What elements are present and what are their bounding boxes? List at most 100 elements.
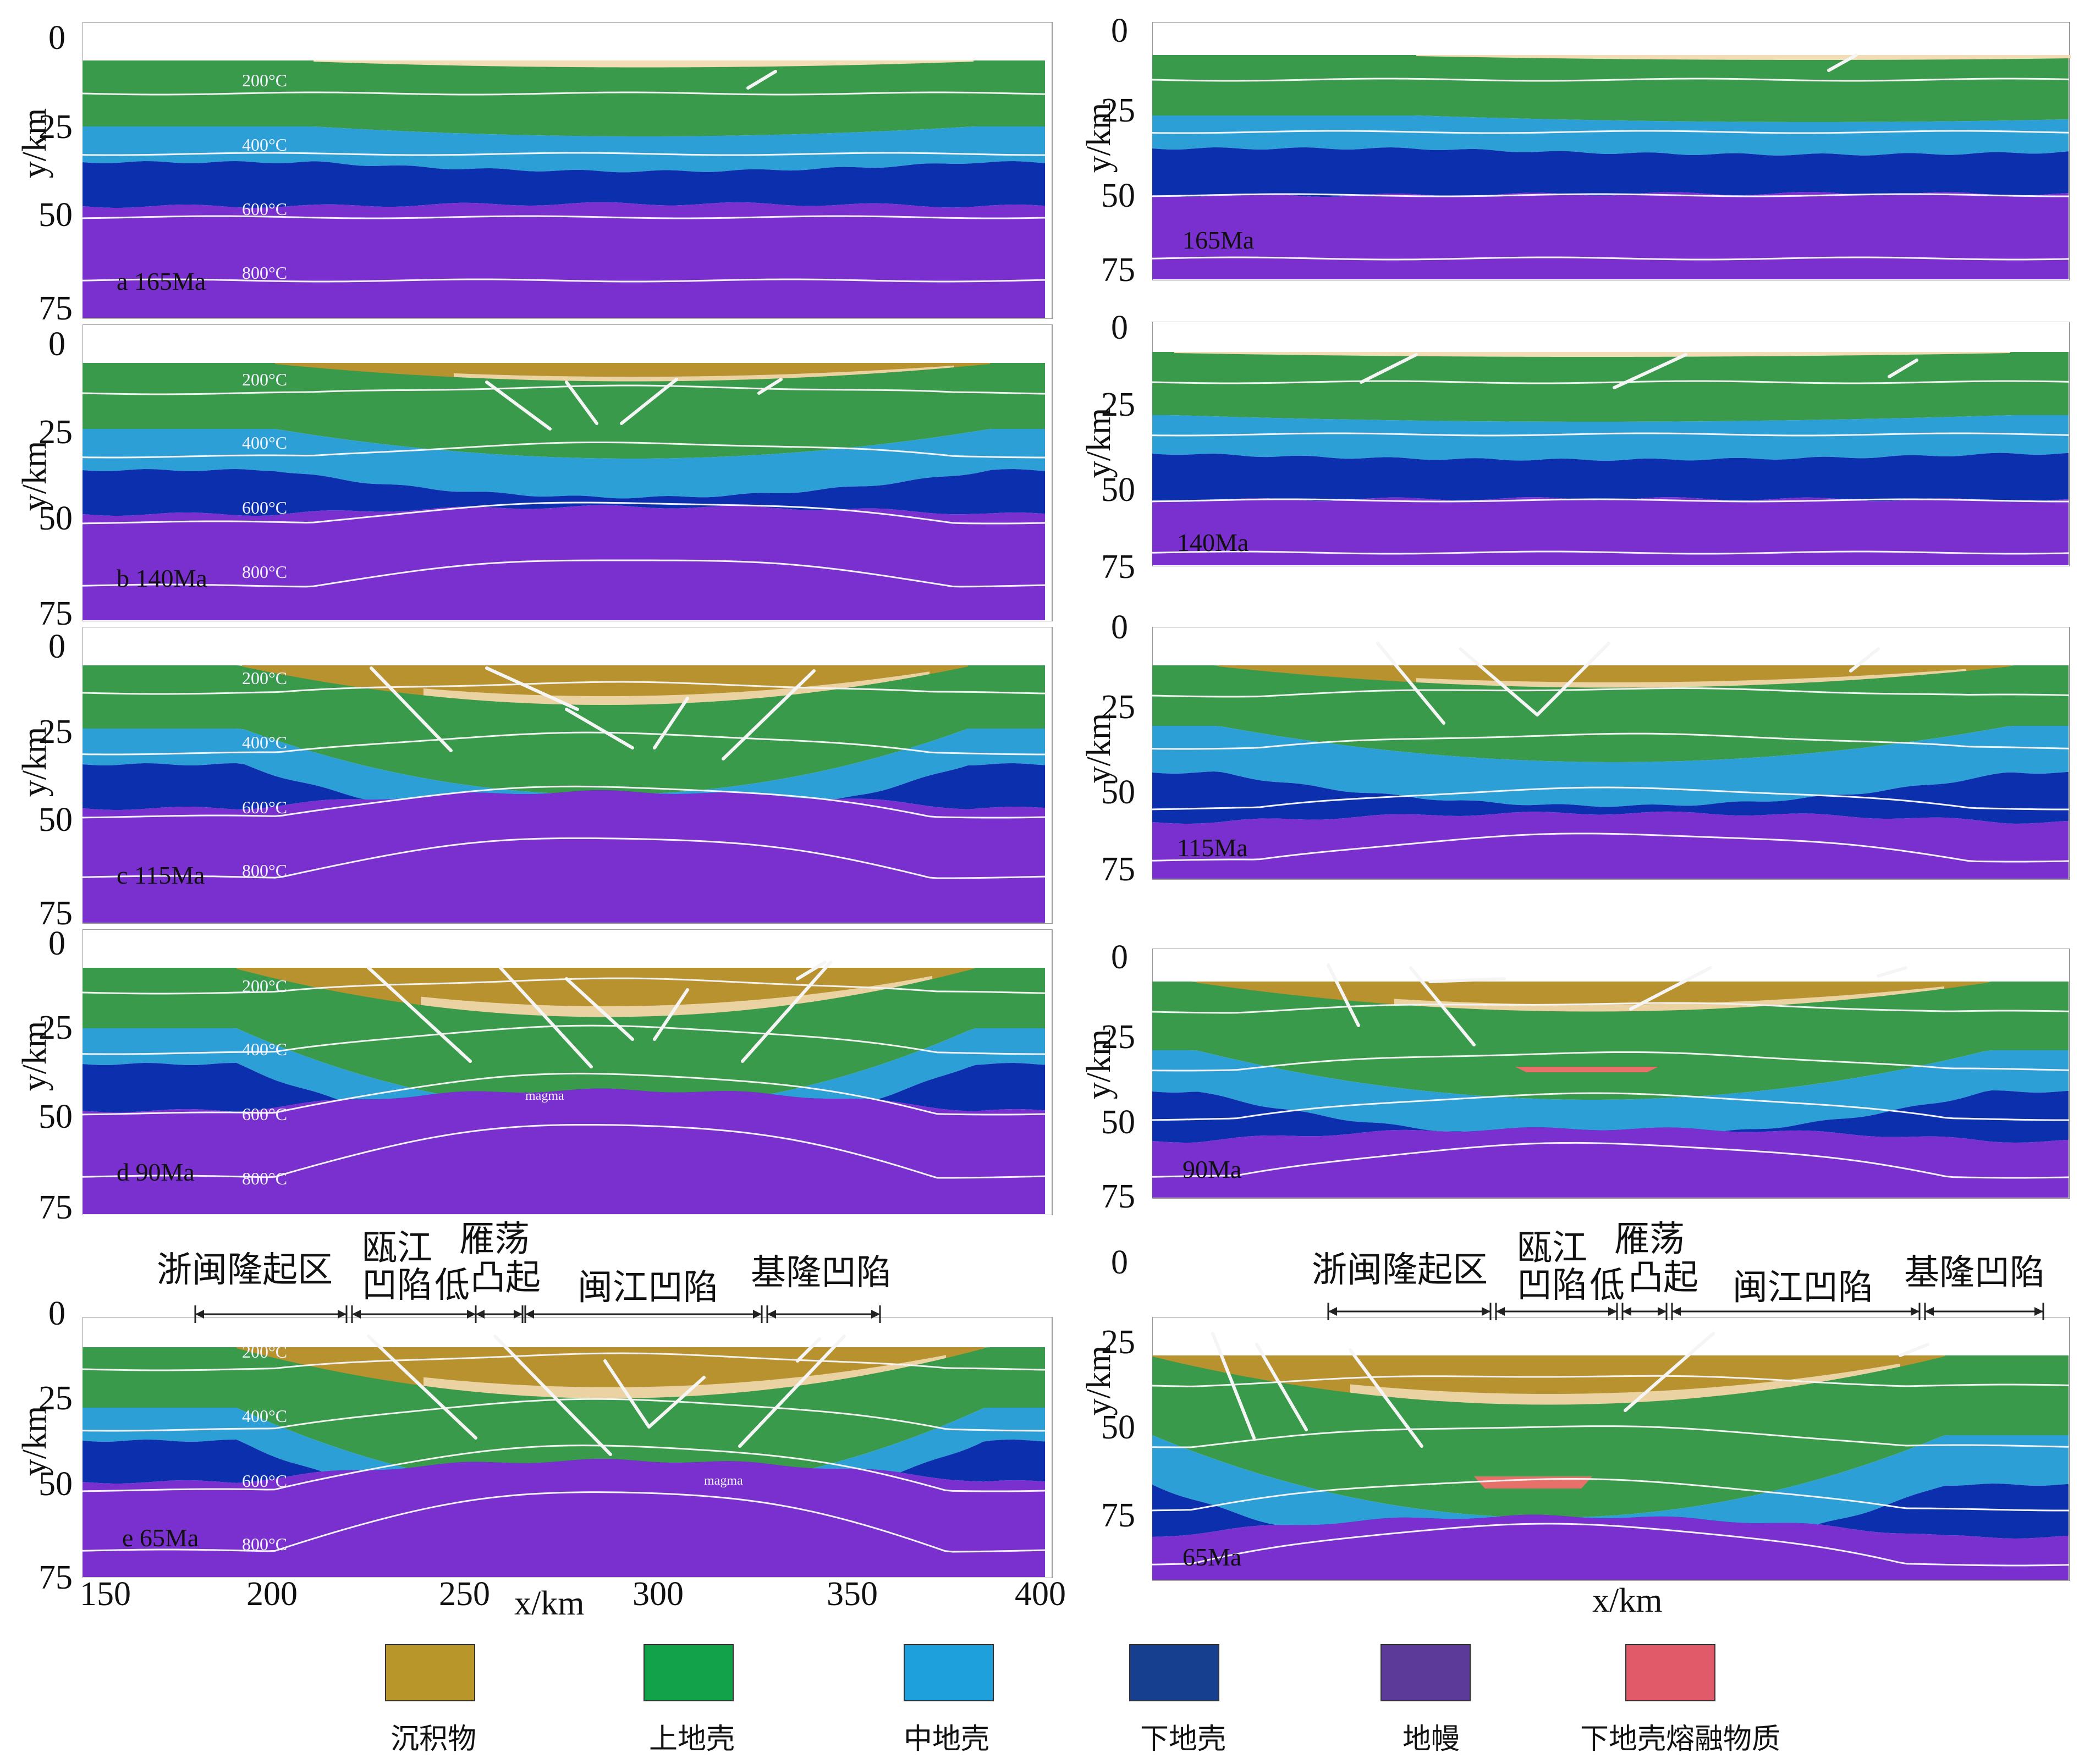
arrowhead bbox=[2034, 1307, 2043, 1316]
legend-swatch bbox=[644, 1644, 734, 1701]
region-label: 凸起 bbox=[1628, 1258, 1698, 1298]
isotherm-line bbox=[82, 1024, 1046, 1055]
fault-line bbox=[746, 70, 777, 90]
fault-line bbox=[493, 1335, 612, 1456]
sediment-layer bbox=[314, 60, 974, 68]
fault-line bbox=[367, 966, 472, 1063]
region-label: 基隆凹陷 bbox=[1904, 1253, 2045, 1293]
y-axis-label: y/km bbox=[16, 1405, 54, 1476]
legend-label: 沉积物 bbox=[391, 1723, 477, 1756]
region-label: 闽江凹陷 bbox=[578, 1267, 718, 1308]
isotherm-line bbox=[1152, 432, 2069, 437]
left-panel-90ma bbox=[82, 929, 1053, 1215]
isotherm-label: 800°C bbox=[242, 1534, 288, 1554]
y-tick: 25 bbox=[1101, 1018, 1135, 1056]
y-tick: 75 bbox=[38, 895, 73, 932]
arrowhead bbox=[1496, 1307, 1505, 1316]
panel-tag: b 140Ma bbox=[117, 564, 207, 592]
y-tick: 75 bbox=[38, 290, 73, 327]
middle-crust-layer bbox=[1152, 726, 2069, 807]
y-tick: 0 bbox=[1111, 1244, 1128, 1281]
mantle-layer bbox=[82, 790, 1045, 923]
isotherm-label: 600°C bbox=[242, 1471, 288, 1491]
arrowhead bbox=[767, 1310, 776, 1319]
y-tick: 25 bbox=[38, 713, 73, 751]
fault-line bbox=[565, 977, 634, 1041]
upper-crust-layer bbox=[82, 968, 1045, 1111]
sediment-light-layer bbox=[421, 975, 932, 1017]
isotherm-line bbox=[82, 731, 1046, 756]
upper-crust-layer bbox=[82, 665, 1045, 795]
panel-tag: c 115Ma bbox=[117, 861, 205, 889]
y-tick: 75 bbox=[1101, 1497, 1135, 1534]
isotherm-line bbox=[1152, 498, 2069, 503]
region-label: 低 bbox=[1590, 1265, 1625, 1306]
fault-line bbox=[1629, 966, 1712, 1011]
fault-line bbox=[1849, 647, 1880, 672]
isotherm-label: 800°C bbox=[242, 861, 288, 880]
y-tick: 50 bbox=[1101, 177, 1135, 214]
upper-crust-layer bbox=[82, 363, 1045, 459]
sediment-layer bbox=[1416, 55, 2071, 60]
y-tick: 25 bbox=[38, 1009, 73, 1046]
arrowhead bbox=[352, 1310, 361, 1319]
isotherm-line bbox=[1152, 1051, 2069, 1072]
isotherm-label: 400°C bbox=[242, 433, 288, 453]
isotherm-label: 400°C bbox=[242, 732, 288, 752]
arrowhead bbox=[1482, 1307, 1491, 1316]
lower-crust-layer bbox=[1152, 147, 2069, 197]
arrowhead bbox=[1623, 1307, 1631, 1316]
fault-line bbox=[757, 378, 783, 395]
arrowhead bbox=[1672, 1307, 1681, 1316]
right-panel-165ma bbox=[1152, 22, 2071, 280]
isotherm-line bbox=[1152, 833, 2069, 863]
isotherm-line bbox=[1152, 1002, 2069, 1014]
isotherm-label: 200°C bbox=[242, 1342, 288, 1361]
y-tick: 50 bbox=[38, 1465, 73, 1503]
isotherm-label: 400°C bbox=[242, 1039, 288, 1059]
legend-swatch bbox=[385, 1644, 475, 1701]
isotherm-line bbox=[82, 278, 1046, 283]
region-label: 瓯江 bbox=[1517, 1228, 1587, 1269]
y-tick: 50 bbox=[38, 500, 73, 537]
fault-line bbox=[1360, 353, 1418, 384]
legend-label: 下地壳熔融物质 bbox=[1580, 1723, 1781, 1756]
middle-crust-layer bbox=[1152, 415, 2069, 461]
region-label: 基隆凹陷 bbox=[751, 1253, 892, 1293]
fault-line bbox=[603, 1359, 651, 1429]
region-label: 浙闽隆起区 bbox=[1312, 1250, 1488, 1291]
isotherm-line bbox=[1152, 130, 2069, 134]
magma-label: magma bbox=[525, 1089, 564, 1103]
fault-line bbox=[722, 669, 816, 760]
isotherm-line bbox=[82, 1072, 1046, 1116]
region-label: 低 bbox=[435, 1265, 470, 1306]
isotherm-line bbox=[1152, 1478, 2069, 1512]
fault-line bbox=[1428, 977, 1506, 983]
y-tick: 75 bbox=[38, 1559, 73, 1596]
isotherm-line bbox=[1152, 687, 2069, 698]
arrowhead bbox=[476, 1310, 485, 1319]
isotherm-label: 800°C bbox=[242, 562, 288, 582]
panel-tag: 90Ma bbox=[1182, 1155, 1242, 1183]
sediment-light-layer bbox=[424, 1355, 946, 1398]
panel-tag: d 90Ma bbox=[117, 1158, 195, 1186]
y-tick: 50 bbox=[1101, 774, 1135, 811]
right-panel-115ma bbox=[1152, 627, 2070, 880]
legend-label: 中地壳 bbox=[904, 1723, 990, 1756]
isotherm-line bbox=[82, 837, 1046, 879]
fault-line bbox=[565, 381, 598, 425]
legend-swatch bbox=[1380, 1644, 1471, 1701]
arrowhead bbox=[338, 1310, 346, 1319]
y-tick: 25 bbox=[38, 1380, 73, 1417]
panel-tag: a 165Ma bbox=[117, 267, 206, 295]
panel-tag: 65Ma bbox=[1182, 1543, 1242, 1571]
arrowhead bbox=[1328, 1307, 1337, 1316]
y-tick: 25 bbox=[1101, 92, 1135, 129]
legend-label: 地幔 bbox=[1402, 1723, 1460, 1756]
arrowhead bbox=[1658, 1307, 1667, 1316]
fault-line bbox=[1888, 359, 1918, 378]
arrowhead bbox=[467, 1310, 476, 1319]
y-tick: 25 bbox=[38, 414, 73, 451]
isotherm-line bbox=[82, 384, 1046, 395]
